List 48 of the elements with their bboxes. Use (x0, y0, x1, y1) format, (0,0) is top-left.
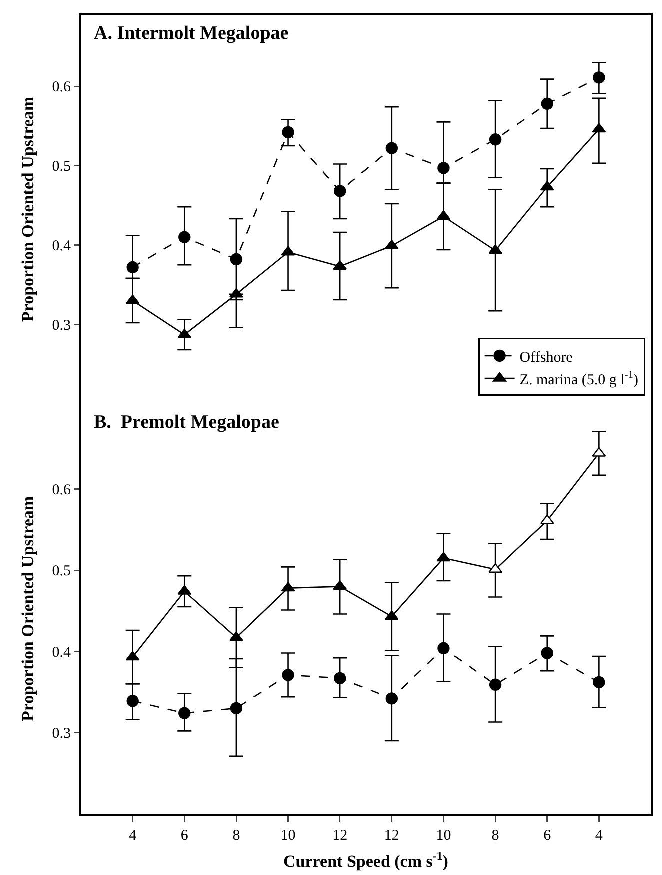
point (488, 244, 502, 254)
point (438, 642, 450, 654)
point (282, 669, 294, 682)
y-axis-title: Proportion Oriented Upstream (18, 496, 38, 722)
x-axis-title: Current Speed (cm s$^{-1}$) (284, 848, 448, 871)
legend-label: Offshore (520, 350, 574, 366)
y-tick-label: 0.5 (52, 159, 71, 176)
x-tick-label: 10 (280, 828, 296, 844)
point (386, 692, 398, 705)
point (489, 134, 502, 146)
x-tick-label: 4 (129, 828, 138, 844)
point (541, 647, 554, 660)
point (230, 632, 244, 642)
point (178, 707, 191, 720)
x-tick-label: 6 (180, 828, 189, 844)
y-tick-label: 0.4 (52, 238, 72, 254)
y-axis-title: Proportion Oriented Upstream (18, 96, 38, 322)
y-tick-label: 0.6 (52, 482, 72, 498)
point (593, 72, 606, 84)
x-tick-label: 12 (384, 828, 400, 844)
chart-title: A. Intermolt Megalopae (94, 23, 289, 44)
point (593, 676, 606, 689)
point (126, 695, 139, 708)
point (230, 288, 244, 298)
x-tick-label: 8 (492, 828, 500, 844)
point (489, 678, 502, 692)
point (230, 702, 243, 715)
x-tick-label: 12 (332, 828, 348, 844)
y-tick-label: 0.5 (52, 564, 71, 580)
y-tick-label: 0.6 (52, 80, 72, 96)
point (541, 98, 554, 110)
point (438, 162, 450, 174)
y-tick-label: 0.3 (52, 318, 71, 334)
legend-label: Z. marina (5.0 g l$^{-1}$) (520, 370, 639, 388)
point (334, 672, 346, 685)
point (126, 261, 139, 274)
y-tick-label: 0.3 (52, 726, 71, 742)
x-tick-label: 6 (544, 828, 552, 844)
x-tick-label: 8 (232, 828, 240, 844)
point (178, 231, 191, 244)
point (230, 253, 243, 266)
x-tick-label: 4 (595, 828, 604, 844)
point (282, 126, 294, 139)
chart-title: B. Premolt Megalopae (94, 412, 280, 433)
y-tick-label: 0.4 (52, 644, 72, 661)
point (386, 142, 398, 154)
x-tick-label: 10 (436, 828, 452, 844)
point (334, 185, 346, 198)
